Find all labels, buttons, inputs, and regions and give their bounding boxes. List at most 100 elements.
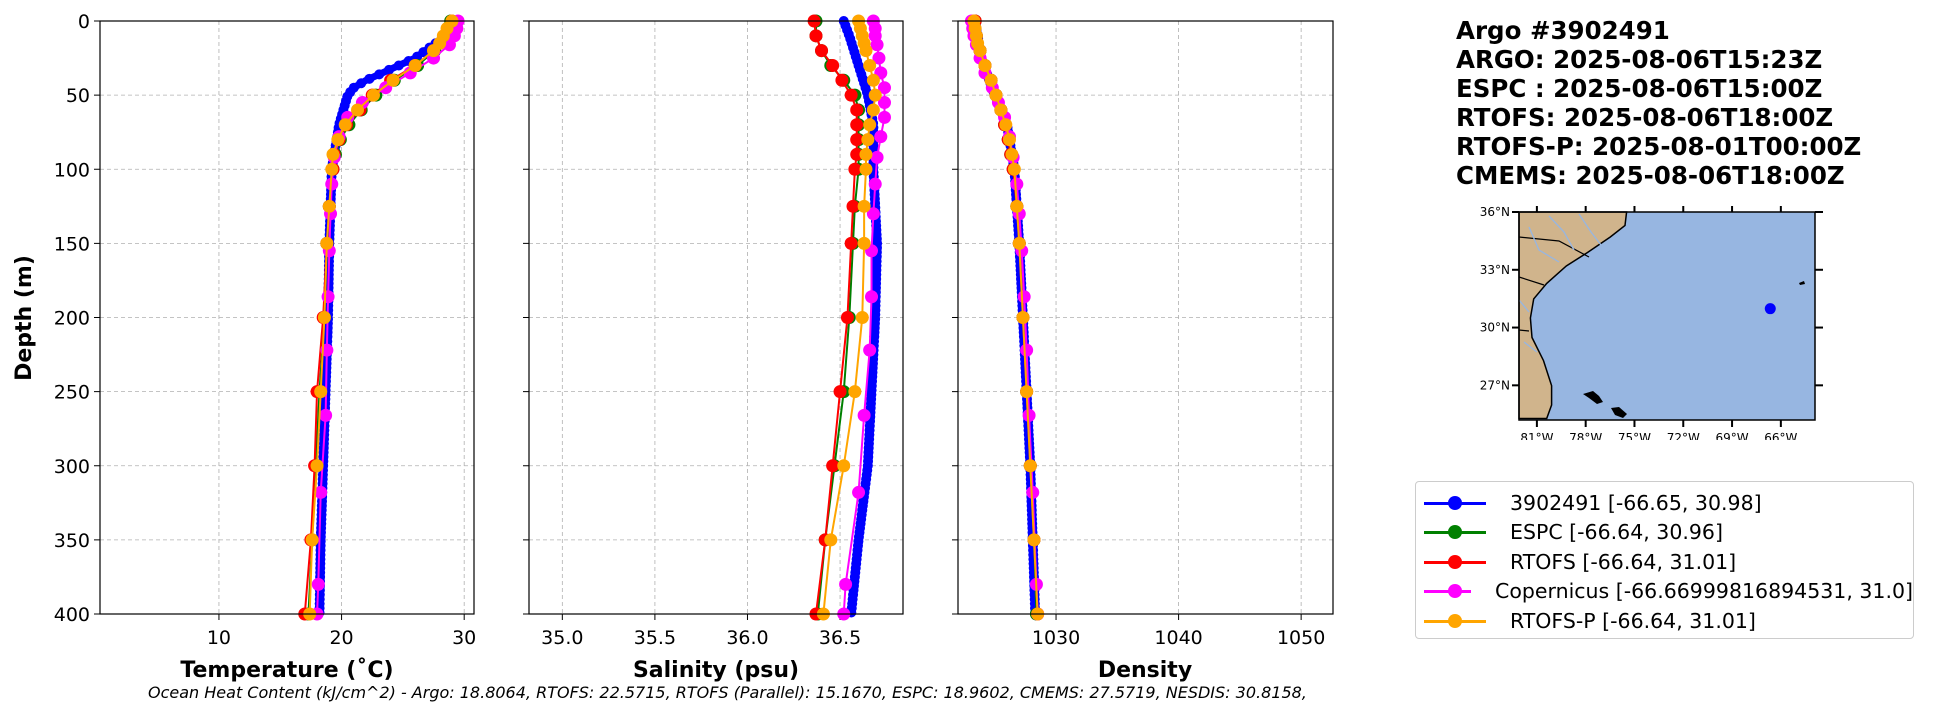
y-tick-label: 100	[54, 159, 90, 181]
data-point-copernicus	[866, 207, 880, 221]
y-tick-label: 200	[54, 308, 90, 330]
map-lat-label: 33°N	[1480, 263, 1510, 277]
map-lon-label: 78°W	[1569, 431, 1602, 440]
plot-frame	[528, 20, 904, 615]
data-point-rtofs-p	[824, 533, 838, 547]
legend-item: RTOFS [-66.64, 31.01]	[1424, 547, 1913, 577]
data-point-rtofs-p	[320, 236, 334, 250]
map-bermuda	[1799, 281, 1805, 285]
data-point-3902491	[374, 69, 385, 80]
data-point-rtofs-p	[1020, 385, 1034, 399]
map-lat-label: 30°N	[1480, 321, 1510, 335]
data-point-copernicus	[311, 577, 325, 591]
y-tick-label: 300	[54, 456, 90, 478]
legend-label: ESPC [-66.64, 30.96]	[1510, 520, 1723, 545]
data-point-rtofs-p	[325, 162, 339, 176]
data-point-rtofs-p	[1016, 311, 1030, 324]
ocean-heat-content-text: Ocean Heat Content (kJ/cm^2) - Argo: 18.…	[148, 683, 1307, 702]
data-point-rtofs-p	[868, 88, 882, 102]
map-lat-label: 27°N	[1480, 378, 1510, 392]
data-point-rtofs-p	[1007, 162, 1021, 176]
x-axis-label-density: Density	[1098, 658, 1192, 683]
map-lon-label: 66°W	[1764, 431, 1797, 440]
legend-marker-icon	[1424, 611, 1486, 631]
data-point-rtofs-p	[366, 88, 380, 102]
data-point-rtofs-p	[1002, 133, 1016, 147]
legend-marker-icon	[1424, 522, 1486, 542]
data-point-copernicus	[877, 110, 891, 124]
legend-label: Copernicus [-66.66999816894531, 31.0]	[1495, 579, 1913, 604]
data-point-rtofs	[848, 162, 862, 176]
y-tick-label: 250	[54, 382, 90, 404]
title-cmems-time: CMEMS: 2025-08-06T18:00Z	[1456, 161, 1845, 190]
title-rtofsp-time: RTOFS-P: 2025-08-01T00:00Z	[1456, 132, 1862, 161]
data-point-rtofs-p	[305, 533, 319, 547]
data-point-rtofs-p	[994, 103, 1008, 117]
data-point-rtofs	[850, 103, 864, 117]
data-point-rtofs-p	[386, 73, 400, 87]
data-point-copernicus	[874, 130, 888, 144]
data-point-rtofs	[826, 58, 840, 72]
location-map: 36°N 33°N 30°N 27°N 81°W 78°W 75°W 72°W 69°W 66°W	[1480, 205, 1823, 440]
data-point-copernicus	[1026, 485, 1040, 499]
legend-item: RTOFS-P [-66.64, 31.01]	[1424, 606, 1913, 636]
legend-item: Copernicus [-66.66999816894531, 31.0]	[1424, 577, 1913, 607]
map-lon-label: 69°W	[1715, 431, 1748, 440]
y-tick-label: 50	[66, 85, 90, 107]
float-location-marker	[1764, 303, 1776, 315]
title-float-id: Argo #3902491	[1456, 16, 1670, 45]
x-tick-label: 36.5	[819, 627, 861, 649]
data-point-rtofs-p	[408, 58, 422, 72]
data-point-rtofs-p	[837, 459, 851, 473]
data-point-rtofs-p	[857, 236, 871, 250]
data-point-copernicus	[1010, 177, 1024, 191]
data-point-rtofs-p	[855, 311, 869, 324]
map-lat-label: 36°N	[1480, 205, 1510, 219]
data-point-copernicus	[852, 485, 866, 499]
data-point-3902491	[364, 73, 375, 84]
data-point-rtofs	[840, 311, 854, 324]
data-point-copernicus	[872, 51, 886, 65]
map-land-us-coast	[1518, 211, 1628, 420]
title-espc-time: ESPC : 2025-08-06T15:00Z	[1456, 74, 1823, 103]
data-point-copernicus	[868, 177, 882, 191]
data-point-rtofs	[809, 29, 823, 43]
map-lon-label: 72°W	[1667, 431, 1700, 440]
data-point-rtofs	[844, 236, 858, 250]
data-point-copernicus	[877, 96, 891, 110]
data-point-copernicus	[857, 408, 871, 422]
data-point-rtofs-p	[859, 162, 873, 176]
data-point-rtofs-p	[859, 147, 873, 161]
data-point-rtofs	[850, 147, 864, 161]
map-rivers	[1518, 213, 1602, 353]
panel-temp: 0 50 100 150 200 250 300 350 400 10 20 30	[54, 11, 477, 649]
data-point-rtofs-p	[317, 311, 331, 324]
map-lon-label: 75°W	[1618, 431, 1651, 440]
data-point-copernicus	[1017, 290, 1031, 304]
x-tick-label: 35.0	[541, 627, 583, 649]
y-axis-label: Depth (m)	[12, 255, 37, 381]
data-point-rtofs-p	[973, 44, 987, 58]
map-lon-label: 81°W	[1520, 431, 1553, 440]
data-point-rtofs-p	[1012, 236, 1026, 250]
x-axis-label-temperature: Temperature (˚C)	[180, 658, 393, 683]
data-point-rtofs-p	[322, 199, 336, 213]
data-point-rtofs-p	[1027, 533, 1041, 547]
data-point-copernicus	[319, 408, 333, 422]
x-tick-label: 36.0	[726, 627, 768, 649]
y-tick-label: 400	[54, 604, 90, 626]
data-point-rtofs-p	[978, 58, 992, 72]
map-bahamas	[1583, 391, 1603, 404]
data-point-rtofs-p	[326, 147, 340, 161]
data-point-rtofs-p	[314, 385, 328, 399]
data-point-rtofs-p	[310, 459, 324, 473]
data-point-rtofs-p	[331, 133, 345, 147]
title-rtofs-time: RTOFS: 2025-08-06T18:00Z	[1456, 103, 1834, 132]
data-point-copernicus	[870, 150, 884, 164]
data-point-3902491	[356, 78, 367, 89]
data-point-3902491	[383, 64, 394, 75]
data-point-rtofs-p	[866, 73, 880, 87]
data-point-rtofs	[846, 199, 860, 213]
